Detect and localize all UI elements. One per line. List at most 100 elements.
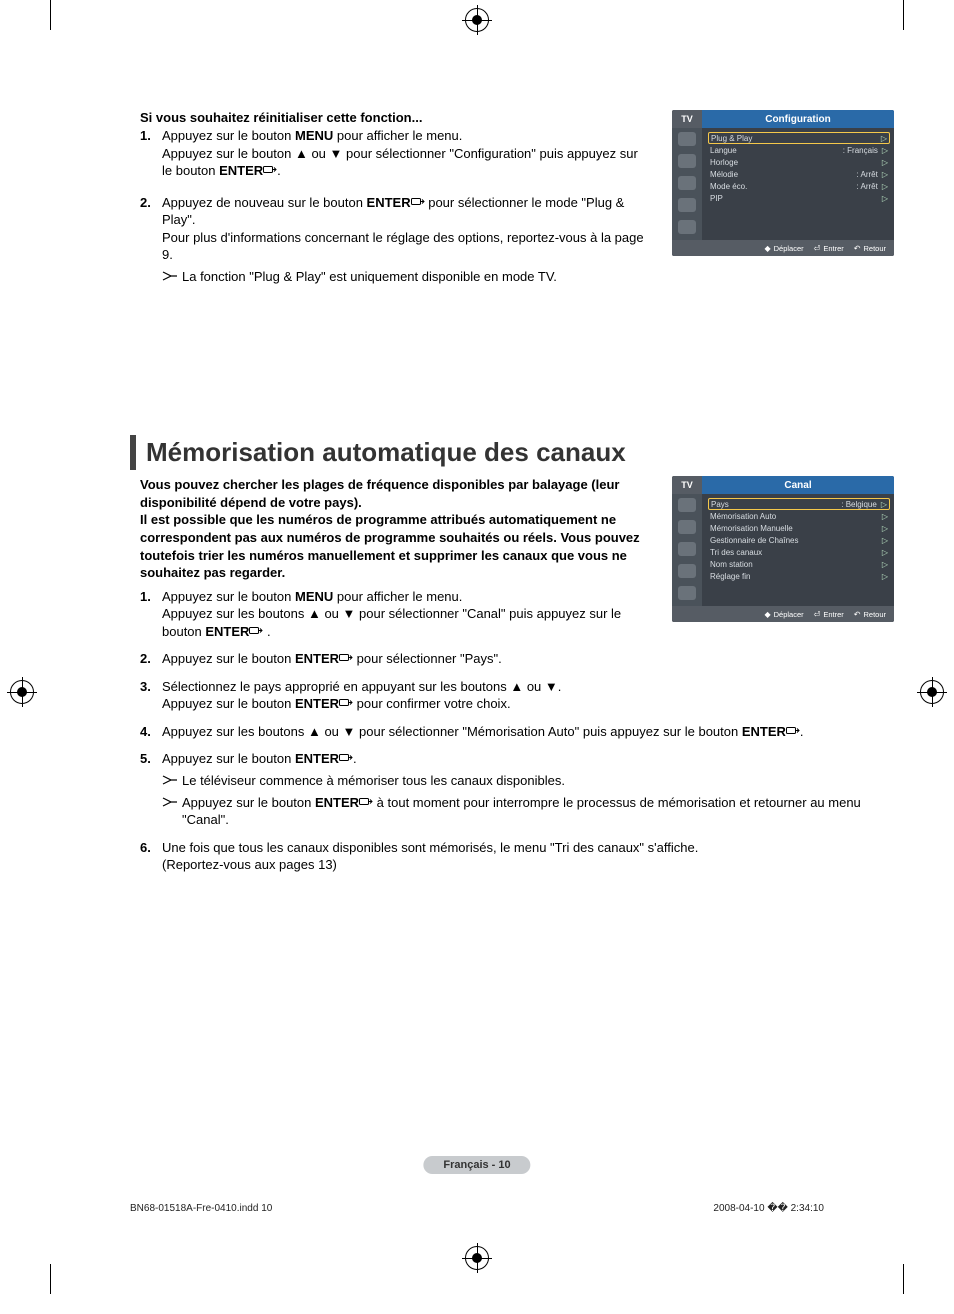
step-number: 2. <box>140 650 162 668</box>
section2-note: Le téléviseur commence à mémoriser tous … <box>162 772 894 790</box>
osd-foot-enter: Entrer <box>823 244 843 253</box>
osd-row-label: Mode éco. <box>710 182 747 191</box>
osd-icon <box>678 154 696 168</box>
print-timestamp: 2008-04-10 �� 2:34:10 <box>713 1203 824 1214</box>
chevron-right-icon: ▷ <box>881 500 887 509</box>
osd-row-label: PIP <box>710 194 723 203</box>
chevron-right-icon: ▷ <box>882 548 888 557</box>
step-number: 2. <box>140 194 162 264</box>
step-body: Appuyez sur le bouton ENTER. <box>162 750 894 768</box>
chevron-right-icon: ▷ <box>882 524 888 533</box>
osd-row-label: Langue <box>710 146 737 155</box>
chevron-right-icon: ▷ <box>882 146 888 155</box>
osd-title: Canal <box>702 476 894 494</box>
osd-row: Plug & Play ▷ <box>708 132 890 144</box>
enter-icon <box>786 724 800 739</box>
indd-filename: BN68-01518A-Fre-0410.indd 10 <box>130 1203 272 1214</box>
section2-step: 5.Appuyez sur le bouton ENTER. <box>140 750 894 768</box>
enter-icon <box>339 696 353 711</box>
osd-row-value: : Arrêt <box>857 170 878 179</box>
registration-mark <box>465 8 489 32</box>
enter-icon <box>249 624 263 639</box>
note-arrow-icon <box>162 794 182 829</box>
enter-icon <box>339 651 353 666</box>
step-number: 4. <box>140 723 162 741</box>
section1-note: La fonction "Plug & Play" est uniquement… <box>162 268 894 286</box>
step-number: 3. <box>140 678 162 713</box>
osd-row: Mémorisation Auto▷ <box>710 510 888 522</box>
crop-mark <box>50 0 51 30</box>
osd-foot-move: Déplacer <box>774 244 804 253</box>
step-body: Appuyez sur les boutons ▲ ou ▼ pour séle… <box>162 723 894 741</box>
step-body: Une fois que tous les canaux disponibles… <box>162 839 894 874</box>
osd-row-label: Mélodie <box>710 170 738 179</box>
chevron-right-icon: ▷ <box>882 182 888 191</box>
section2-headline-wrap: Mémorisation automatique des canaux <box>60 435 894 470</box>
headline-bar <box>130 435 136 470</box>
osd-foot-return: Retour <box>863 610 886 619</box>
osd-title: Configuration <box>702 110 894 128</box>
step-number: 6. <box>140 839 162 874</box>
page-number: Français - 10 <box>423 1156 530 1174</box>
osd-icon <box>678 498 696 512</box>
note-arrow-icon <box>162 772 182 790</box>
osd-foot-move: Déplacer <box>774 610 804 619</box>
section-memorisation: Vous pouvez chercher les plages de fréqu… <box>60 476 894 873</box>
osd-icon <box>678 198 696 212</box>
step-body: Appuyez sur le bouton ENTER pour sélecti… <box>162 650 894 668</box>
osd-footer: ◆Déplacer ⏎Entrer ↶Retour <box>672 240 894 256</box>
section2-step: 2.Appuyez sur le bouton ENTER pour sélec… <box>140 650 894 668</box>
osd-row: Mélodie : Arrêt ▷ <box>710 168 888 180</box>
osd-row: Horloge▷ <box>710 156 888 168</box>
chevron-right-icon: ▷ <box>882 170 888 179</box>
osd-tv-label: TV <box>672 476 702 494</box>
osd-row-label: Gestionnaire de Chaînes <box>710 536 799 545</box>
osd-row: PIP ▷ <box>710 192 888 204</box>
osd-row-label: Plug & Play <box>711 134 752 143</box>
osd-row: Pays: Belgique▷ <box>708 498 890 510</box>
osd-menu-configuration: TV Configuration Plug & Play▷Langue: Fra… <box>672 110 894 256</box>
section-reset-function: Si vous souhaitez réinitialiser cette fo… <box>60 110 894 285</box>
osd-row: Langue: Français▷ <box>710 144 888 156</box>
osd-row: Mémorisation Manuelle▷ <box>710 522 888 534</box>
osd-sidebar-icons <box>672 494 702 606</box>
section2-note: Appuyez sur le bouton ENTER à tout momen… <box>162 794 894 829</box>
chevron-right-icon: ▷ <box>882 194 888 203</box>
osd-row: Mode éco. : Arrêt ▷ <box>710 180 888 192</box>
section2-step: 4.Appuyez sur les boutons ▲ ou ▼ pour sé… <box>140 723 894 741</box>
osd-icon <box>678 220 696 234</box>
step-number: 1. <box>140 588 162 641</box>
osd-row-label: Mémorisation Auto <box>710 512 776 521</box>
osd-row-label: Réglage fin <box>710 572 750 581</box>
osd-row-label: Nom station <box>710 560 753 569</box>
registration-mark <box>920 680 944 704</box>
osd-foot-return: Retour <box>863 244 886 253</box>
step-number: 5. <box>140 750 162 768</box>
note-text: Le téléviseur commence à mémoriser tous … <box>182 772 894 790</box>
registration-mark <box>10 680 34 704</box>
osd-icon <box>678 520 696 534</box>
osd-row: Tri des canaux▷ <box>710 546 888 558</box>
section2-step: 3.Sélectionnez le pays approprié en appu… <box>140 678 894 713</box>
osd-footer: ◆Déplacer ⏎Entrer ↶Retour <box>672 606 894 622</box>
osd-row-value: : Arrêt <box>857 182 878 191</box>
chevron-right-icon: ▷ <box>882 572 888 581</box>
section2-step: 6.Une fois que tous les canaux disponibl… <box>140 839 894 874</box>
chevron-right-icon: ▷ <box>881 134 887 143</box>
crop-mark <box>50 1264 51 1294</box>
osd-icon <box>678 176 696 190</box>
osd-sidebar-icons <box>672 128 702 240</box>
osd-icon <box>678 132 696 146</box>
osd-row: Gestionnaire de Chaînes ▷ <box>710 534 888 546</box>
osd-list: Plug & Play▷Langue: Français▷Horloge▷Mél… <box>702 128 894 240</box>
osd-list: Pays: Belgique▷Mémorisation Auto▷Mémoris… <box>702 494 894 606</box>
chevron-right-icon: ▷ <box>882 536 888 545</box>
osd-icon <box>678 542 696 556</box>
step-number: 1. <box>140 127 162 180</box>
note-text: Appuyez sur le bouton ENTER à tout momen… <box>182 794 894 829</box>
chevron-right-icon: ▷ <box>882 158 888 167</box>
print-footer: BN68-01518A-Fre-0410.indd 10 2008-04-10 … <box>130 1203 824 1214</box>
osd-icon <box>678 564 696 578</box>
section2-headline: Mémorisation automatique des canaux <box>146 435 626 470</box>
osd-row-label: Pays <box>711 500 729 509</box>
